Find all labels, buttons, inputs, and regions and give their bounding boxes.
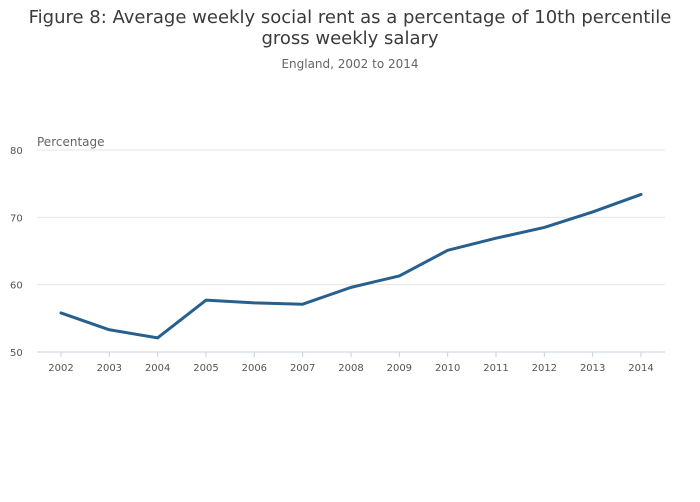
chart-title-line-1: Figure 8: Average weekly social rent as …	[28, 7, 672, 28]
x-tick-label: 2005	[193, 363, 218, 374]
chart-title: Figure 8: Average weekly social rent as …	[0, 7, 700, 49]
x-tick-label: 2006	[242, 363, 267, 374]
x-tick-label: 2008	[338, 363, 363, 374]
y-tick-label: 60	[10, 281, 23, 292]
y-tick-label: 50	[10, 348, 23, 359]
chart-title-line-2: gross weekly salary	[261, 28, 439, 49]
y-tick-label: 80	[10, 146, 23, 157]
x-tick-label: 2011	[483, 363, 508, 374]
x-tick-label: 2007	[290, 363, 315, 374]
x-tick-label: 2004	[145, 363, 170, 374]
x-tick-label: 2003	[97, 363, 122, 374]
x-tick-label: 2014	[628, 363, 653, 374]
y-tick-label: 70	[10, 213, 23, 224]
x-tick-label: 2010	[435, 363, 460, 374]
chart-subtitle: England, 2002 to 2014	[281, 57, 419, 71]
x-tick-label: 2012	[532, 363, 557, 374]
x-tick-label: 2013	[580, 363, 605, 374]
series-line	[59, 192, 643, 340]
x-tick-label: 2009	[387, 363, 412, 374]
x-tick-label: 2002	[48, 363, 73, 374]
y-axis-label: Percentage	[37, 135, 105, 149]
